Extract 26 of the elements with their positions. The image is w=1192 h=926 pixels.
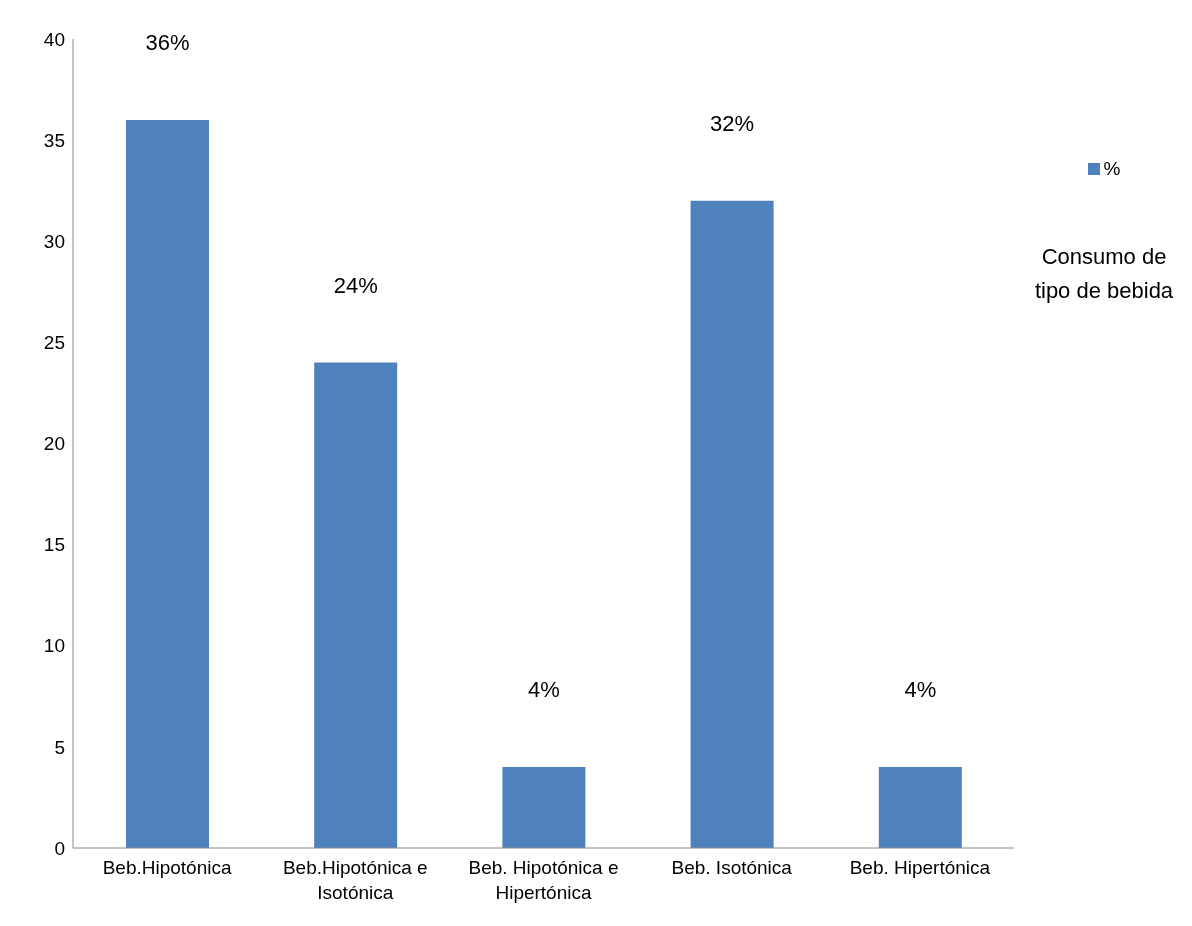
x-tick-label: Beb. Hipertónica — [849, 857, 991, 878]
bar — [502, 767, 586, 848]
data-label: 24% — [333, 272, 378, 298]
bar — [690, 200, 774, 848]
legend-title: Consumo de tipo de bebida — [1033, 243, 1175, 305]
data-label: 4% — [528, 677, 560, 703]
data-label: 32% — [710, 110, 755, 136]
x-tick-label: Beb.Hipotónica — [102, 857, 232, 878]
data-label: 36% — [145, 29, 190, 55]
y-tick-label: 5 — [54, 736, 65, 758]
x-tick-label: Beb. Hipotónica e Hipertónica — [468, 857, 619, 903]
legend-label: % — [1103, 158, 1121, 180]
bar — [126, 119, 209, 848]
bar — [878, 767, 962, 848]
y-tick-label: 0 — [54, 837, 65, 859]
y-tick-label: 10 — [43, 635, 65, 657]
y-tick-label: 25 — [43, 332, 65, 354]
x-tick-label: Beb.Hipotónica e Isotónica — [282, 857, 428, 903]
y-tick-label: 35 — [43, 129, 65, 151]
y-tick-label: 15 — [43, 534, 65, 556]
y-tick-label: 40 — [43, 28, 65, 50]
y-tick-label: 20 — [43, 433, 65, 455]
x-tick-label: Beb. Isotónica — [671, 857, 793, 878]
data-label: 4% — [904, 677, 937, 703]
bar — [314, 362, 398, 848]
y-tick-label: 30 — [43, 230, 65, 252]
